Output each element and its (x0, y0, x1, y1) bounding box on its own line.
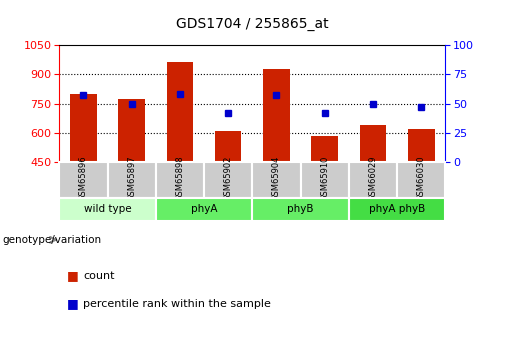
Bar (156, 162, 204, 198)
Bar (397, 162, 445, 198)
Bar (312, 136, 338, 162)
Text: phyB: phyB (287, 204, 314, 214)
Bar (167, 62, 193, 162)
Text: percentile rank within the sample: percentile rank within the sample (83, 299, 271, 308)
Text: GSM65904: GSM65904 (272, 156, 281, 201)
Bar (108, 162, 156, 198)
Bar (360, 125, 386, 162)
Text: wild type: wild type (84, 204, 131, 214)
Bar (204, 162, 252, 198)
Text: GSM65896: GSM65896 (79, 155, 88, 201)
Bar (349, 198, 445, 221)
Text: phyA: phyA (191, 204, 217, 214)
Bar (263, 69, 290, 162)
Bar (408, 129, 435, 162)
Bar (59, 198, 156, 221)
Bar (70, 94, 97, 162)
Bar (349, 162, 397, 198)
Bar (252, 162, 301, 198)
Text: genotype/variation: genotype/variation (3, 235, 101, 245)
Text: GSM65902: GSM65902 (224, 156, 233, 201)
Text: ■: ■ (67, 297, 79, 310)
Text: GSM65897: GSM65897 (127, 155, 136, 201)
Text: count: count (83, 271, 115, 281)
Text: GSM66029: GSM66029 (369, 156, 377, 201)
Bar (59, 162, 108, 198)
Bar (118, 99, 145, 162)
Bar (215, 131, 242, 162)
Text: GDS1704 / 255865_at: GDS1704 / 255865_at (176, 17, 329, 31)
Text: ■: ■ (67, 269, 79, 283)
Text: phyA phyB: phyA phyB (369, 204, 425, 214)
Bar (156, 198, 252, 221)
Bar (252, 198, 349, 221)
Bar (301, 162, 349, 198)
Text: GSM65910: GSM65910 (320, 156, 329, 201)
Text: GSM66030: GSM66030 (417, 155, 426, 201)
Text: GSM65898: GSM65898 (176, 155, 184, 201)
